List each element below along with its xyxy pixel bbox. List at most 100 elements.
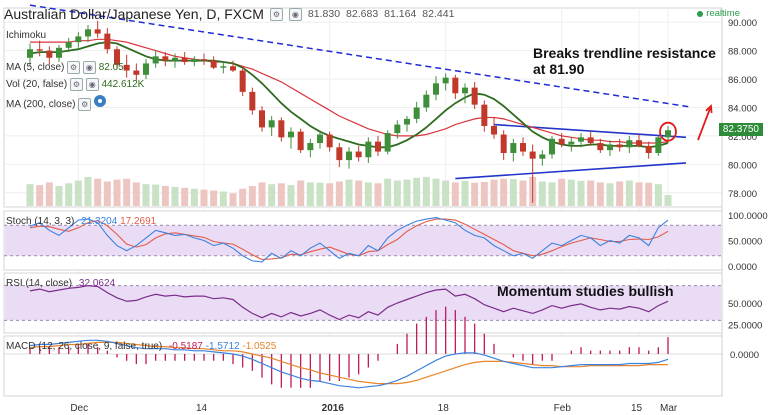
settings-icon[interactable]: ⚙ bbox=[69, 78, 83, 91]
rsi-legend[interactable]: RSI (14, close) 32.0624 bbox=[6, 278, 115, 289]
candle-body bbox=[384, 133, 391, 152]
candle-body bbox=[297, 131, 304, 151]
volume-bar bbox=[316, 182, 324, 206]
price-tick-label: 84.000 bbox=[728, 104, 757, 115]
candle-body bbox=[578, 137, 584, 142]
candle-body bbox=[655, 137, 662, 153]
price-up-arrow bbox=[697, 105, 712, 141]
candle-body bbox=[510, 143, 517, 153]
volume-bar bbox=[219, 191, 227, 206]
rsi-label: RSI (14, close) bbox=[6, 278, 73, 289]
realtime-badge[interactable]: realtime bbox=[697, 8, 740, 19]
stoch-label: Stoch (14, 3, 3) bbox=[6, 216, 75, 227]
candle-body bbox=[288, 131, 294, 138]
volume-bar bbox=[74, 180, 82, 206]
volume-bar bbox=[142, 184, 150, 206]
eye-icon[interactable]: ◉ bbox=[288, 7, 302, 21]
stoch-d-value: 17.2691 bbox=[120, 216, 157, 227]
volume-bar bbox=[538, 181, 546, 206]
volume-bar bbox=[548, 182, 556, 206]
breakout-line1: Breaks trendline resistance bbox=[533, 45, 716, 61]
momentum-annotation: Momentum studies bullish bbox=[497, 283, 674, 299]
breakout-circle bbox=[659, 121, 677, 142]
settings-icon[interactable]: ⚙ bbox=[269, 7, 283, 21]
candle-body bbox=[587, 137, 594, 144]
settings-icon[interactable]: ⚙ bbox=[67, 61, 81, 74]
candle-body bbox=[230, 66, 236, 71]
candle-body bbox=[500, 134, 507, 153]
breakout-annotation: Breaks trendline resistance at 81.90 bbox=[533, 45, 716, 77]
lower-triangle-trendline bbox=[455, 162, 687, 180]
candle-body bbox=[239, 70, 246, 92]
chart-header: Australian Dollar/Japanese Yen, D, FXCM … bbox=[4, 4, 454, 24]
ma200-legend[interactable]: MA (200, close) ⚙ bbox=[6, 95, 107, 111]
stoch-k-line bbox=[29, 217, 669, 263]
candle-body bbox=[442, 77, 449, 84]
candle-body bbox=[665, 130, 671, 138]
eye-icon[interactable]: ◉ bbox=[82, 61, 96, 74]
realtime-dot-icon bbox=[697, 10, 704, 17]
volume-bar bbox=[606, 183, 614, 206]
stoch-legend[interactable]: Stoch (14, 3, 3) 21.3204 17.2691 bbox=[6, 216, 156, 227]
x-tick-label: 14 bbox=[196, 403, 208, 414]
candle-body bbox=[616, 144, 623, 148]
candle-body bbox=[317, 134, 323, 144]
vol-legend[interactable]: Vol (20, false) ⚙ ◉ 442.612K bbox=[6, 78, 144, 91]
candle-body bbox=[346, 151, 352, 161]
ma5-legend[interactable]: MA (5, close) ⚙ ◉ 82.05 bbox=[6, 61, 124, 74]
candle-body bbox=[143, 63, 149, 75]
realtime-label: realtime bbox=[706, 8, 740, 19]
volume-bar bbox=[567, 179, 575, 206]
candle-body bbox=[278, 120, 285, 138]
ichimoku-legend[interactable]: Ichimoku bbox=[6, 30, 46, 41]
candle-body bbox=[268, 120, 275, 128]
candle-body bbox=[36, 49, 43, 51]
volume-bar bbox=[500, 178, 508, 206]
candle-body bbox=[636, 140, 642, 146]
candle-body bbox=[46, 50, 53, 58]
volume-bar bbox=[200, 189, 208, 206]
candle-body bbox=[607, 144, 613, 151]
rsi-tick-label: 25.0000 bbox=[728, 321, 762, 332]
price-tick-label: 88.000 bbox=[728, 47, 757, 58]
candle-body bbox=[491, 125, 497, 135]
candle-body bbox=[645, 145, 652, 153]
volume-bar bbox=[625, 180, 633, 206]
dashed-resistance-trendline bbox=[29, 4, 691, 108]
candle-body bbox=[172, 57, 178, 61]
candle-body bbox=[365, 141, 372, 158]
candle-body bbox=[94, 29, 101, 34]
volume-bar bbox=[210, 190, 218, 206]
rsi-line bbox=[29, 285, 669, 321]
price-tick-label: 78.000 bbox=[728, 189, 757, 200]
x-tick-label: 18 bbox=[438, 403, 450, 414]
close-value: 82.441 bbox=[422, 8, 455, 20]
volume-bar bbox=[355, 180, 363, 206]
volume-bar bbox=[36, 185, 44, 206]
volume-bar bbox=[345, 179, 353, 206]
high-value: 82.683 bbox=[346, 8, 379, 20]
volume-bar bbox=[45, 182, 53, 206]
candle-body bbox=[626, 140, 633, 148]
price-tick-label: 82.000 bbox=[728, 132, 757, 143]
macd-legend[interactable]: MACD (12, 26, close, 9, false, true) -0.… bbox=[6, 341, 276, 352]
volume-bar bbox=[84, 176, 92, 206]
hidden-eye-icon[interactable] bbox=[94, 95, 107, 107]
candle-body bbox=[549, 138, 555, 155]
volume-bar bbox=[161, 186, 169, 206]
volume-bar bbox=[229, 193, 237, 206]
candle-body bbox=[249, 91, 256, 111]
candle-body bbox=[201, 59, 207, 61]
candle-body bbox=[27, 49, 33, 58]
candle-body bbox=[558, 138, 565, 145]
settings-icon[interactable]: ⚙ bbox=[78, 98, 92, 111]
volume-bar bbox=[577, 180, 585, 206]
stoch-tick-label: 50.0000 bbox=[728, 237, 762, 248]
candle-body bbox=[568, 141, 575, 145]
candle-body bbox=[471, 87, 478, 105]
stoch-d-line bbox=[29, 218, 669, 260]
eye-icon[interactable]: ◉ bbox=[85, 78, 99, 91]
volume-bar bbox=[277, 183, 285, 206]
volume-bar bbox=[664, 195, 672, 206]
volume-bar bbox=[132, 182, 140, 206]
